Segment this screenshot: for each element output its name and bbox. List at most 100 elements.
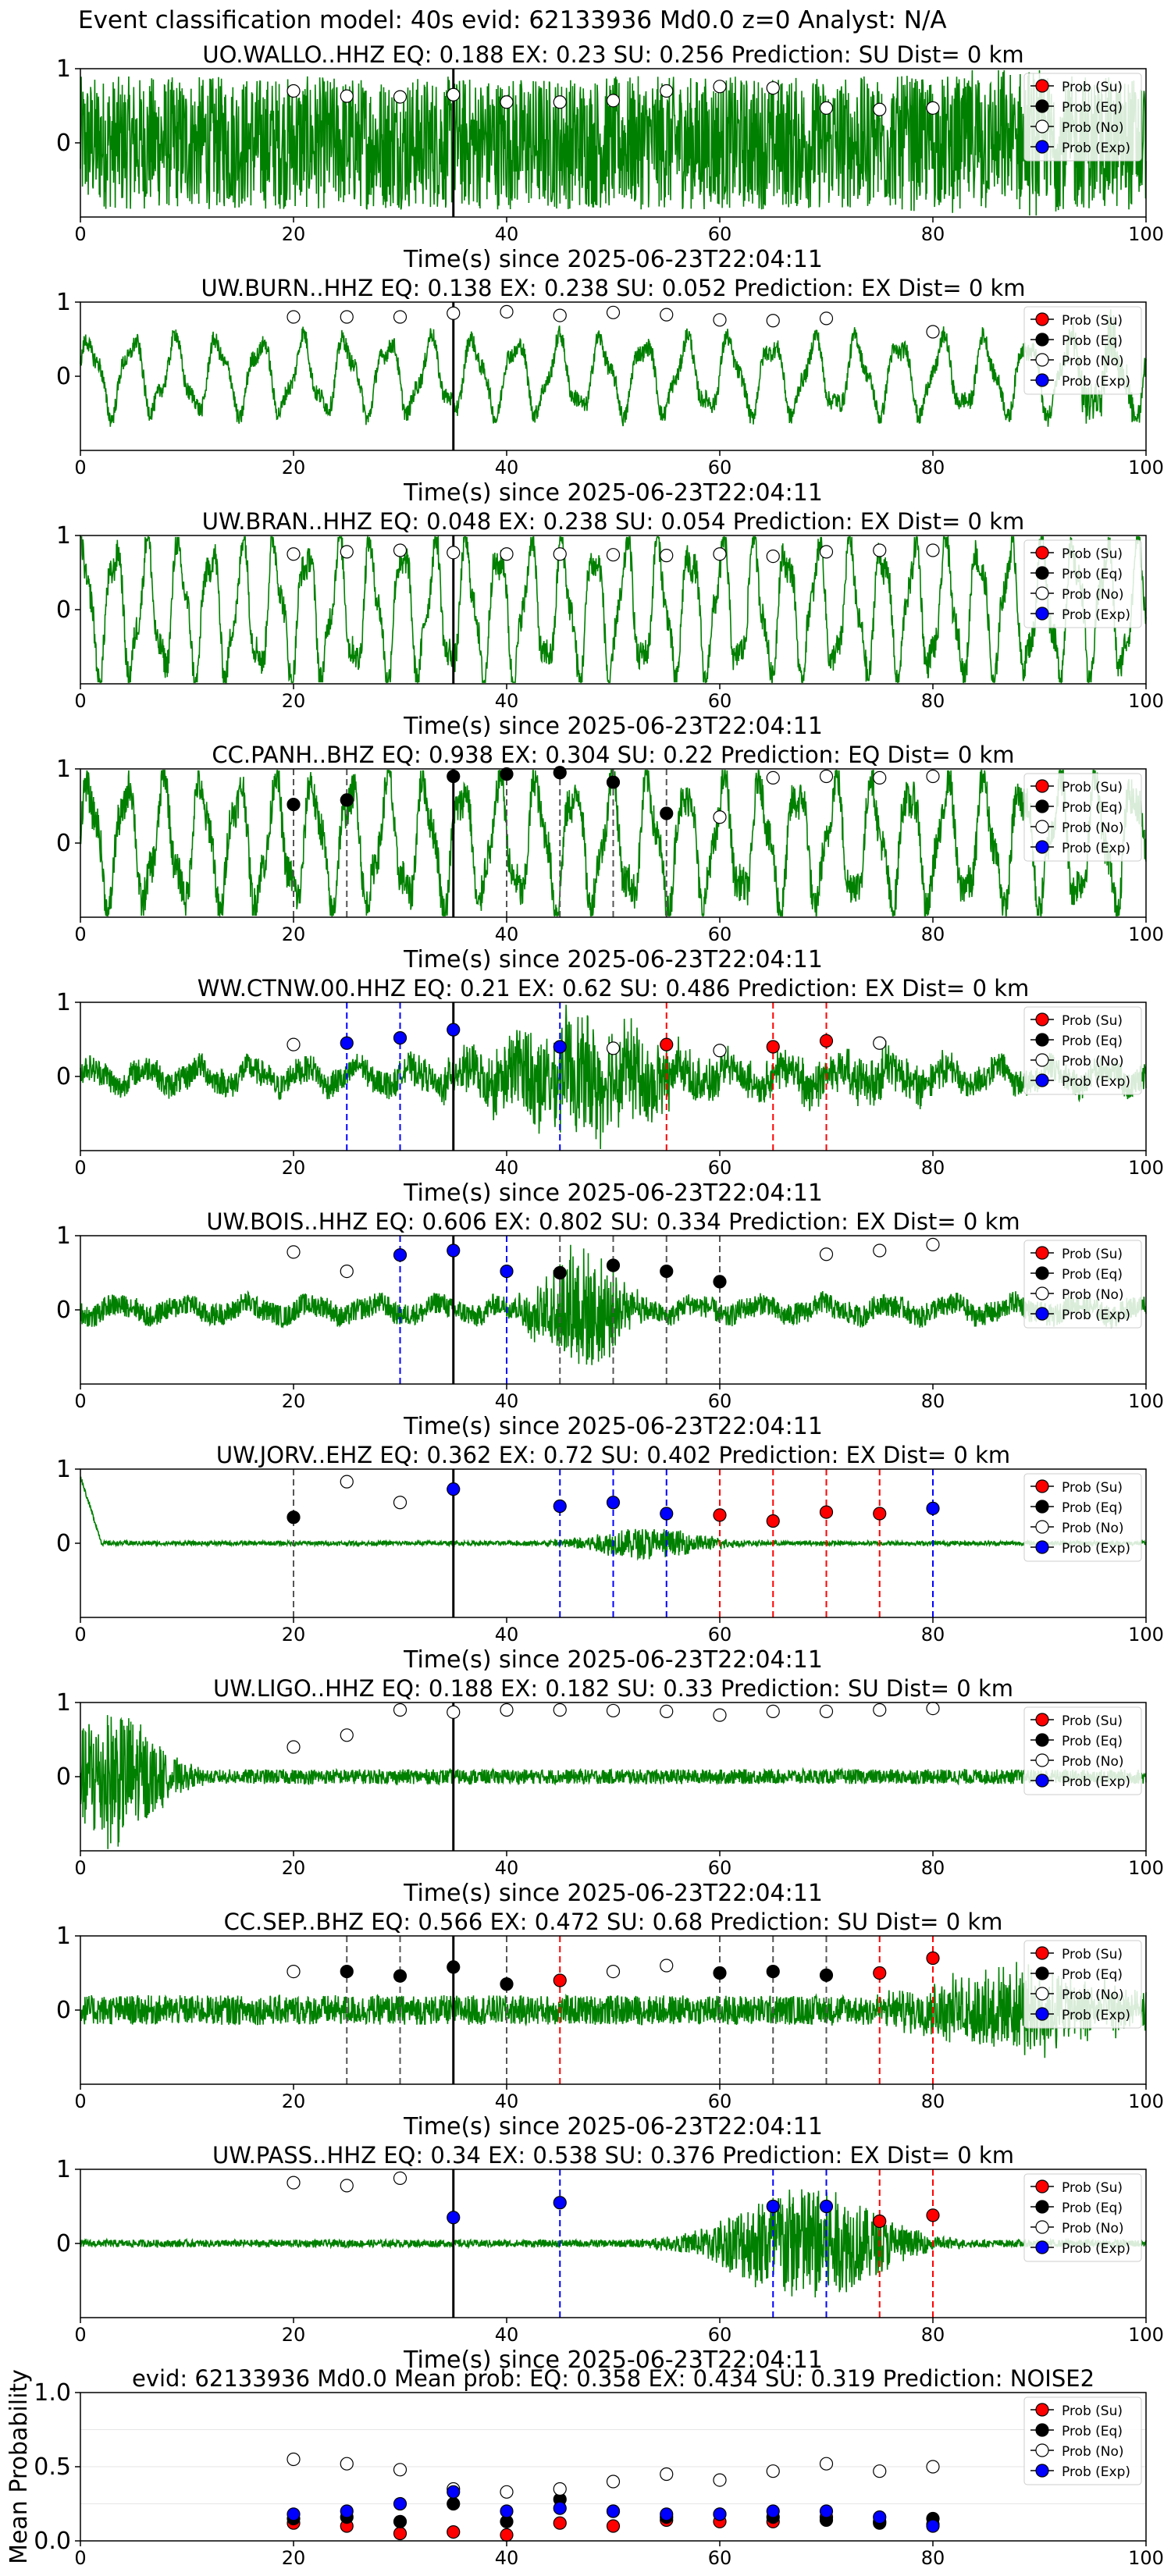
x-axis-label: Time(s) since 2025-06-23T22:04:11: [403, 1179, 823, 1207]
legend-label: Prob (Eq): [1062, 333, 1123, 349]
prob-marker-su: [660, 1037, 674, 1051]
legend-marker-eq: [1035, 1033, 1049, 1047]
prob-marker-exp: [606, 2504, 621, 2518]
y-tick-label: 0.5: [34, 2453, 71, 2481]
panel-title: UW.BOIS..HHZ EQ: 0.606 EX: 0.802 SU: 0.3…: [206, 1208, 1020, 1235]
legend-marker-no: [1035, 1520, 1049, 1534]
x-axis-label: Time(s) since 2025-06-23T22:04:11: [403, 479, 823, 507]
legend: Prob (Su) Prob (Eq) Prob (No) Prob (Exp): [1023, 2173, 1142, 2262]
prob-marker-no: [340, 310, 354, 324]
prob-marker-no: [926, 543, 940, 557]
legend-label: Prob (Exp): [1062, 1074, 1130, 1090]
x-tick-label: 80: [921, 1390, 945, 1412]
x-tick-label: 60: [708, 457, 732, 479]
prob-marker-eq: [606, 1258, 621, 1272]
prob-marker-exp: [713, 2507, 727, 2521]
prob-marker-no: [447, 1705, 461, 1719]
x-tick-label: 100: [1128, 1390, 1164, 1412]
prob-marker-no: [766, 2464, 780, 2478]
legend-marker-eq: [1035, 566, 1049, 580]
prob-marker-no: [713, 313, 727, 327]
legend: Prob (Su) Prob (Eq) Prob (No) Prob (Exp): [1023, 539, 1142, 628]
prob-marker-no: [766, 549, 780, 564]
legend-box: [1023, 1240, 1142, 1329]
waveform-trace: [80, 2189, 1147, 2298]
y-tick-label: 1: [56, 289, 71, 316]
prob-marker-no: [340, 1475, 354, 1489]
x-tick-label: 80: [921, 923, 945, 945]
prob-marker-no: [606, 94, 621, 108]
x-tick-label: 20: [282, 2324, 306, 2346]
x-tick-label: 60: [708, 223, 732, 245]
x-axis-label: Time(s) since 2025-06-23T22:04:11: [403, 946, 823, 973]
y-tick-label: 0: [56, 2230, 71, 2258]
y-tick-label: 0: [56, 1063, 71, 1091]
x-tick-label: 60: [708, 2090, 732, 2112]
x-tick-label: 0: [74, 1390, 86, 1412]
prob-marker-su: [553, 1973, 567, 1987]
prob-marker-eq: [500, 1977, 514, 1991]
x-tick-label: 80: [921, 2090, 945, 2112]
panel-title: CC.SEP..BHZ EQ: 0.566 EX: 0.472 SU: 0.68…: [224, 1909, 1003, 1935]
prob-marker-exp: [287, 2507, 301, 2521]
prob-marker-su: [873, 2214, 887, 2229]
legend-label: Prob (Eq): [1062, 1267, 1123, 1283]
legend-label: Prob (No): [1062, 2444, 1124, 2460]
station-panel-5: UW.BOIS..HHZ EQ: 0.606 EX: 0.802 SU: 0.3…: [56, 1208, 1164, 1440]
prob-marker-no: [287, 2176, 301, 2190]
prob-marker-no: [926, 769, 940, 784]
prob-marker-no: [766, 770, 780, 785]
legend-label: Prob (Exp): [1062, 2241, 1130, 2257]
prob-marker-exp: [873, 2510, 887, 2524]
y-tick-label: 0: [56, 830, 71, 857]
legend-marker-no: [1035, 586, 1049, 600]
x-tick-label: 100: [1128, 1857, 1164, 1879]
y-tick-label: 0: [56, 596, 71, 624]
legend-box: [1023, 2173, 1142, 2262]
x-tick-label: 20: [282, 223, 306, 245]
prob-marker-su: [873, 1966, 887, 1980]
prob-marker-no: [393, 90, 408, 104]
prob-marker-no: [500, 95, 514, 109]
y-tick-label: 0: [56, 1763, 71, 1791]
x-tick-label: 20: [282, 1857, 306, 1879]
x-tick-label: 80: [921, 2547, 945, 2569]
legend-box: [1023, 539, 1142, 628]
prob-marker-exp: [766, 2199, 780, 2214]
x-tick-label: 100: [1128, 223, 1164, 245]
legend-marker-eq: [1035, 1733, 1049, 1747]
prob-marker-no: [287, 310, 301, 324]
y-tick-label: 1: [56, 522, 71, 550]
x-tick-label: 60: [708, 1624, 732, 1646]
prob-marker-no: [819, 769, 834, 784]
x-tick-label: 80: [921, 1157, 945, 1179]
y-tick-label: 1.0: [34, 2379, 71, 2407]
prob-marker-eq: [553, 1265, 567, 1280]
prob-marker-no: [393, 1496, 408, 1510]
x-tick-label: 80: [921, 2324, 945, 2346]
x-tick-label: 0: [74, 457, 86, 479]
x-tick-label: 20: [282, 690, 306, 712]
y-tick-label: 1: [56, 1923, 71, 1950]
legend: Prob (Su) Prob (Eq) Prob (No) Prob (Exp): [1023, 306, 1142, 395]
legend-marker-su: [1035, 1246, 1049, 1260]
prob-marker-no: [287, 84, 301, 98]
x-tick-label: 100: [1128, 2547, 1164, 2569]
prob-marker-eq: [393, 2514, 408, 2528]
y-tick-label: 0: [56, 1530, 71, 1557]
prob-marker-no: [553, 547, 567, 561]
legend-label: Prob (Eq): [1062, 1967, 1123, 1983]
prob-marker-no: [713, 1044, 727, 1058]
legend-marker-su: [1035, 546, 1049, 560]
prob-marker-no: [287, 547, 301, 561]
x-axis-label: Time(s) since 2025-06-23T22:04:11: [403, 1880, 823, 1907]
legend-marker-su: [1035, 79, 1049, 93]
prob-marker-su: [553, 2516, 567, 2530]
y-tick-label: 1: [56, 2156, 71, 2183]
legend-label: Prob (Eq): [1062, 2424, 1123, 2439]
legend-marker-exp: [1035, 1073, 1049, 1087]
y-tick-label: 1: [56, 756, 71, 783]
prob-marker-no: [553, 95, 567, 109]
prob-marker-no: [873, 1036, 887, 1050]
x-tick-label: 100: [1128, 1157, 1164, 1179]
